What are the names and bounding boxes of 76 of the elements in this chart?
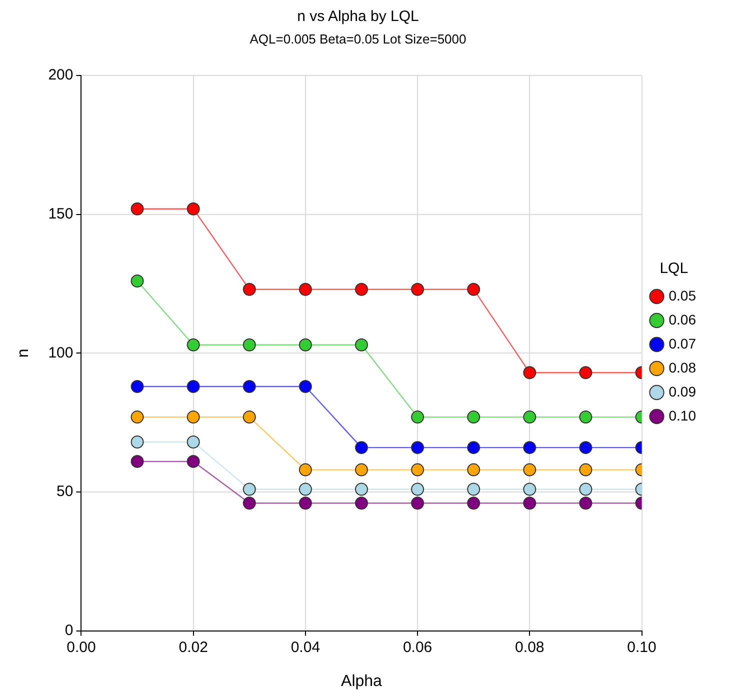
point [242,496,256,510]
point [130,380,144,394]
point [411,282,424,296]
point [130,410,144,424]
x-tick-label: 0.06 [402,638,432,656]
chart-subtitle: AQL=0.005 Beta=0.05 Lot Size=5000 [250,31,466,46]
legend-label: 0.07 [668,335,696,352]
point [411,496,424,510]
x-axis-title: Alpha [341,672,382,690]
chart-title: n vs Alpha by LQL [297,8,419,26]
point [242,282,256,296]
point [354,463,368,476]
x-tick-label: 0.08 [515,638,544,656]
x-tick-label: 0.04 [290,638,320,656]
point [523,410,536,424]
point [467,410,480,424]
point [242,338,256,352]
y-axis-title: n [15,348,32,358]
point [298,282,312,296]
point [242,482,256,496]
x-tick-label: 0.10 [627,638,656,656]
point [298,463,312,476]
point [467,282,480,296]
point [579,482,592,496]
point [242,380,256,394]
point [186,410,200,424]
point [130,436,144,449]
point [523,482,536,496]
y-tick-label: 200 [48,66,74,84]
point [298,482,312,496]
point [186,436,200,449]
point [354,496,368,510]
point [354,441,368,454]
point [523,463,536,476]
legend-label: 0.06 [668,311,696,328]
point [523,366,536,380]
legend-label: 0.10 [668,407,696,424]
point [354,482,368,496]
point [354,282,368,296]
point [298,496,312,510]
legend-label: 0.09 [668,383,696,400]
y-tick-label: 100 [48,344,74,362]
x-tick-label: 0.02 [178,638,208,656]
point [242,410,256,424]
point [411,482,424,496]
point [186,454,200,468]
point [579,496,592,510]
point [186,202,200,216]
point [467,496,480,510]
point [130,454,144,468]
y-tick-label: 150 [48,206,74,223]
point [523,496,536,510]
point [298,380,312,394]
legend-label: 0.08 [668,359,696,376]
point [186,338,200,352]
point [298,338,312,352]
point [467,463,480,476]
y-tick-label: 50 [56,483,74,500]
point [186,380,200,394]
x-tick-label: 0.00 [66,638,96,656]
point [411,441,424,454]
point [579,366,592,380]
point [130,202,144,216]
point [467,441,480,454]
point [411,410,424,424]
point [411,463,424,476]
legend-title: LQL [660,260,688,278]
point [579,463,592,476]
point [579,441,592,454]
point [523,441,536,454]
legend-label: 0.05 [668,287,696,304]
point [467,482,480,496]
point [579,410,592,424]
point [130,274,144,288]
y-tick-label: 0 [64,622,74,639]
point [354,338,368,352]
